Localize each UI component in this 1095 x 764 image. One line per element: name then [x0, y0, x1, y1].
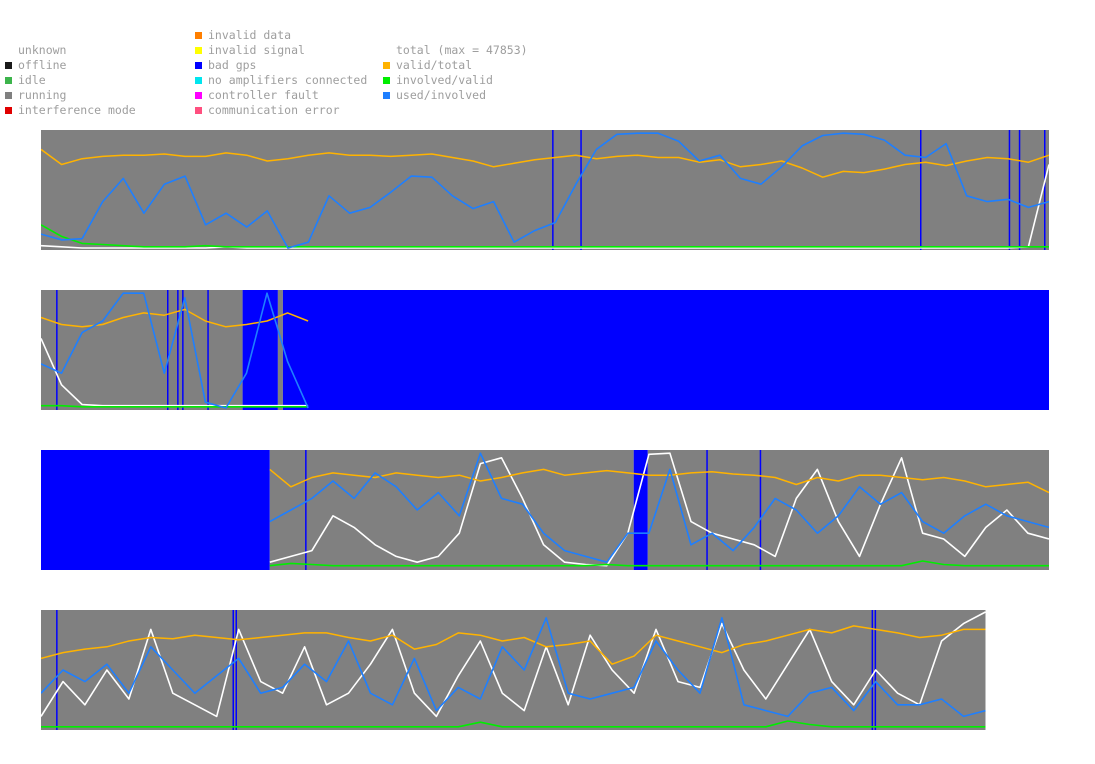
legend-swatch — [383, 77, 390, 84]
bad-gps-marker — [1008, 130, 1011, 250]
used-involved-series — [41, 292, 309, 409]
legend-item: controller fault — [195, 89, 319, 102]
used-involved-series — [41, 617, 986, 718]
chart-strip-2 — [41, 290, 1049, 410]
bad-gps-marker — [182, 290, 184, 410]
legend-item: running — [5, 89, 66, 102]
legend-label: used/involved — [396, 88, 487, 102]
legend-item: invalid signal — [195, 44, 305, 57]
legend-item: total (max = 47853) — [383, 44, 528, 57]
status-band-running — [647, 450, 1049, 570]
status-band-running — [277, 290, 283, 410]
legend-label: running — [18, 88, 67, 102]
legend-label: communication error — [208, 103, 340, 117]
involved-valid-series — [41, 720, 986, 728]
total-series — [41, 611, 986, 718]
bad-gps-marker — [167, 290, 169, 410]
legend-item: involved/valid — [383, 74, 493, 87]
legend-item: offline — [5, 59, 66, 72]
legend-swatch — [195, 92, 202, 99]
status-band-running — [269, 450, 634, 570]
legend-item: used/involved — [383, 89, 486, 102]
bad-gps-marker — [305, 450, 307, 570]
chart-strip-3-svg — [41, 450, 1049, 570]
bad-gps-marker — [706, 450, 708, 570]
total-series — [41, 338, 309, 407]
bad-gps-marker — [232, 610, 234, 730]
legend-swatch — [5, 62, 12, 69]
legend-item: communication error — [195, 104, 340, 117]
involved-valid-series — [41, 224, 1049, 248]
legend-label: controller fault — [208, 88, 319, 102]
bad-gps-marker — [1018, 130, 1021, 250]
involved-valid-series — [269, 560, 1049, 567]
legend-label: invalid data — [208, 28, 292, 42]
legend-swatch — [5, 47, 12, 54]
legend-swatch — [195, 32, 202, 39]
legend-swatch — [195, 77, 202, 84]
status-band-running — [41, 610, 986, 730]
legend-label: unknown — [18, 43, 67, 57]
status-band-bad-gps — [633, 450, 648, 570]
bad-gps-marker — [552, 130, 554, 250]
bad-gps-marker — [920, 130, 922, 250]
legend-swatch — [195, 62, 202, 69]
valid-total-series — [41, 625, 986, 665]
legend-label: total (max = 47853) — [396, 43, 528, 57]
chart-strip-4-svg — [41, 610, 986, 730]
legend-item: no amplifiers connected — [195, 74, 367, 87]
bad-gps-marker — [56, 290, 58, 410]
chart-strip-1 — [41, 130, 1049, 250]
legend-swatch — [383, 92, 390, 99]
legend-label: interference mode — [18, 103, 136, 117]
chart-strip-2-svg — [41, 290, 1049, 410]
legend-swatch — [383, 47, 390, 54]
legend-label: bad gps — [208, 58, 257, 72]
legend-label: invalid signal — [208, 43, 305, 57]
legend-swatch — [195, 107, 202, 114]
legend-swatch — [383, 62, 390, 69]
bad-gps-marker — [580, 130, 582, 250]
legend-item: unknown — [5, 44, 66, 57]
bad-gps-marker — [56, 610, 58, 730]
legend-label: offline — [18, 58, 67, 72]
legend-swatch — [5, 92, 12, 99]
legend-swatch — [5, 107, 12, 114]
legend-label: idle — [18, 73, 46, 87]
legend-label: no amplifiers connected — [208, 73, 368, 87]
chart-strip-4 — [41, 610, 1049, 730]
status-band-bad-gps — [242, 290, 278, 410]
legend-item: idle — [5, 74, 46, 87]
status-band-bad-gps — [282, 290, 1049, 410]
chart-strip-1-svg — [41, 130, 1049, 250]
status-band-running — [41, 290, 243, 410]
used-involved-series — [269, 452, 1049, 563]
valid-total-series — [269, 468, 1049, 494]
chart-strip-3 — [41, 450, 1049, 570]
bad-gps-marker — [871, 610, 874, 730]
bad-gps-marker — [177, 290, 179, 410]
total-series — [269, 452, 1049, 567]
bad-gps-marker — [207, 290, 209, 410]
bad-gps-marker — [235, 610, 237, 730]
legend-swatch — [5, 77, 12, 84]
legend-item: invalid data — [195, 29, 291, 42]
legend-swatch — [195, 47, 202, 54]
valid-total-series — [41, 308, 309, 328]
legend-label: valid/total — [396, 58, 473, 72]
valid-total-series — [41, 148, 1049, 178]
bad-gps-marker — [759, 450, 762, 570]
legend-label: involved/valid — [396, 73, 493, 87]
status-band-bad-gps — [41, 450, 270, 570]
legend-item: interference mode — [5, 104, 136, 117]
used-involved-series — [41, 132, 1049, 249]
bad-gps-marker — [1044, 130, 1046, 250]
legend-item: bad gps — [195, 59, 256, 72]
involved-valid-series — [41, 404, 309, 408]
total-series — [41, 164, 1049, 249]
status-band-running — [41, 130, 1049, 250]
legend-item: valid/total — [383, 59, 472, 72]
